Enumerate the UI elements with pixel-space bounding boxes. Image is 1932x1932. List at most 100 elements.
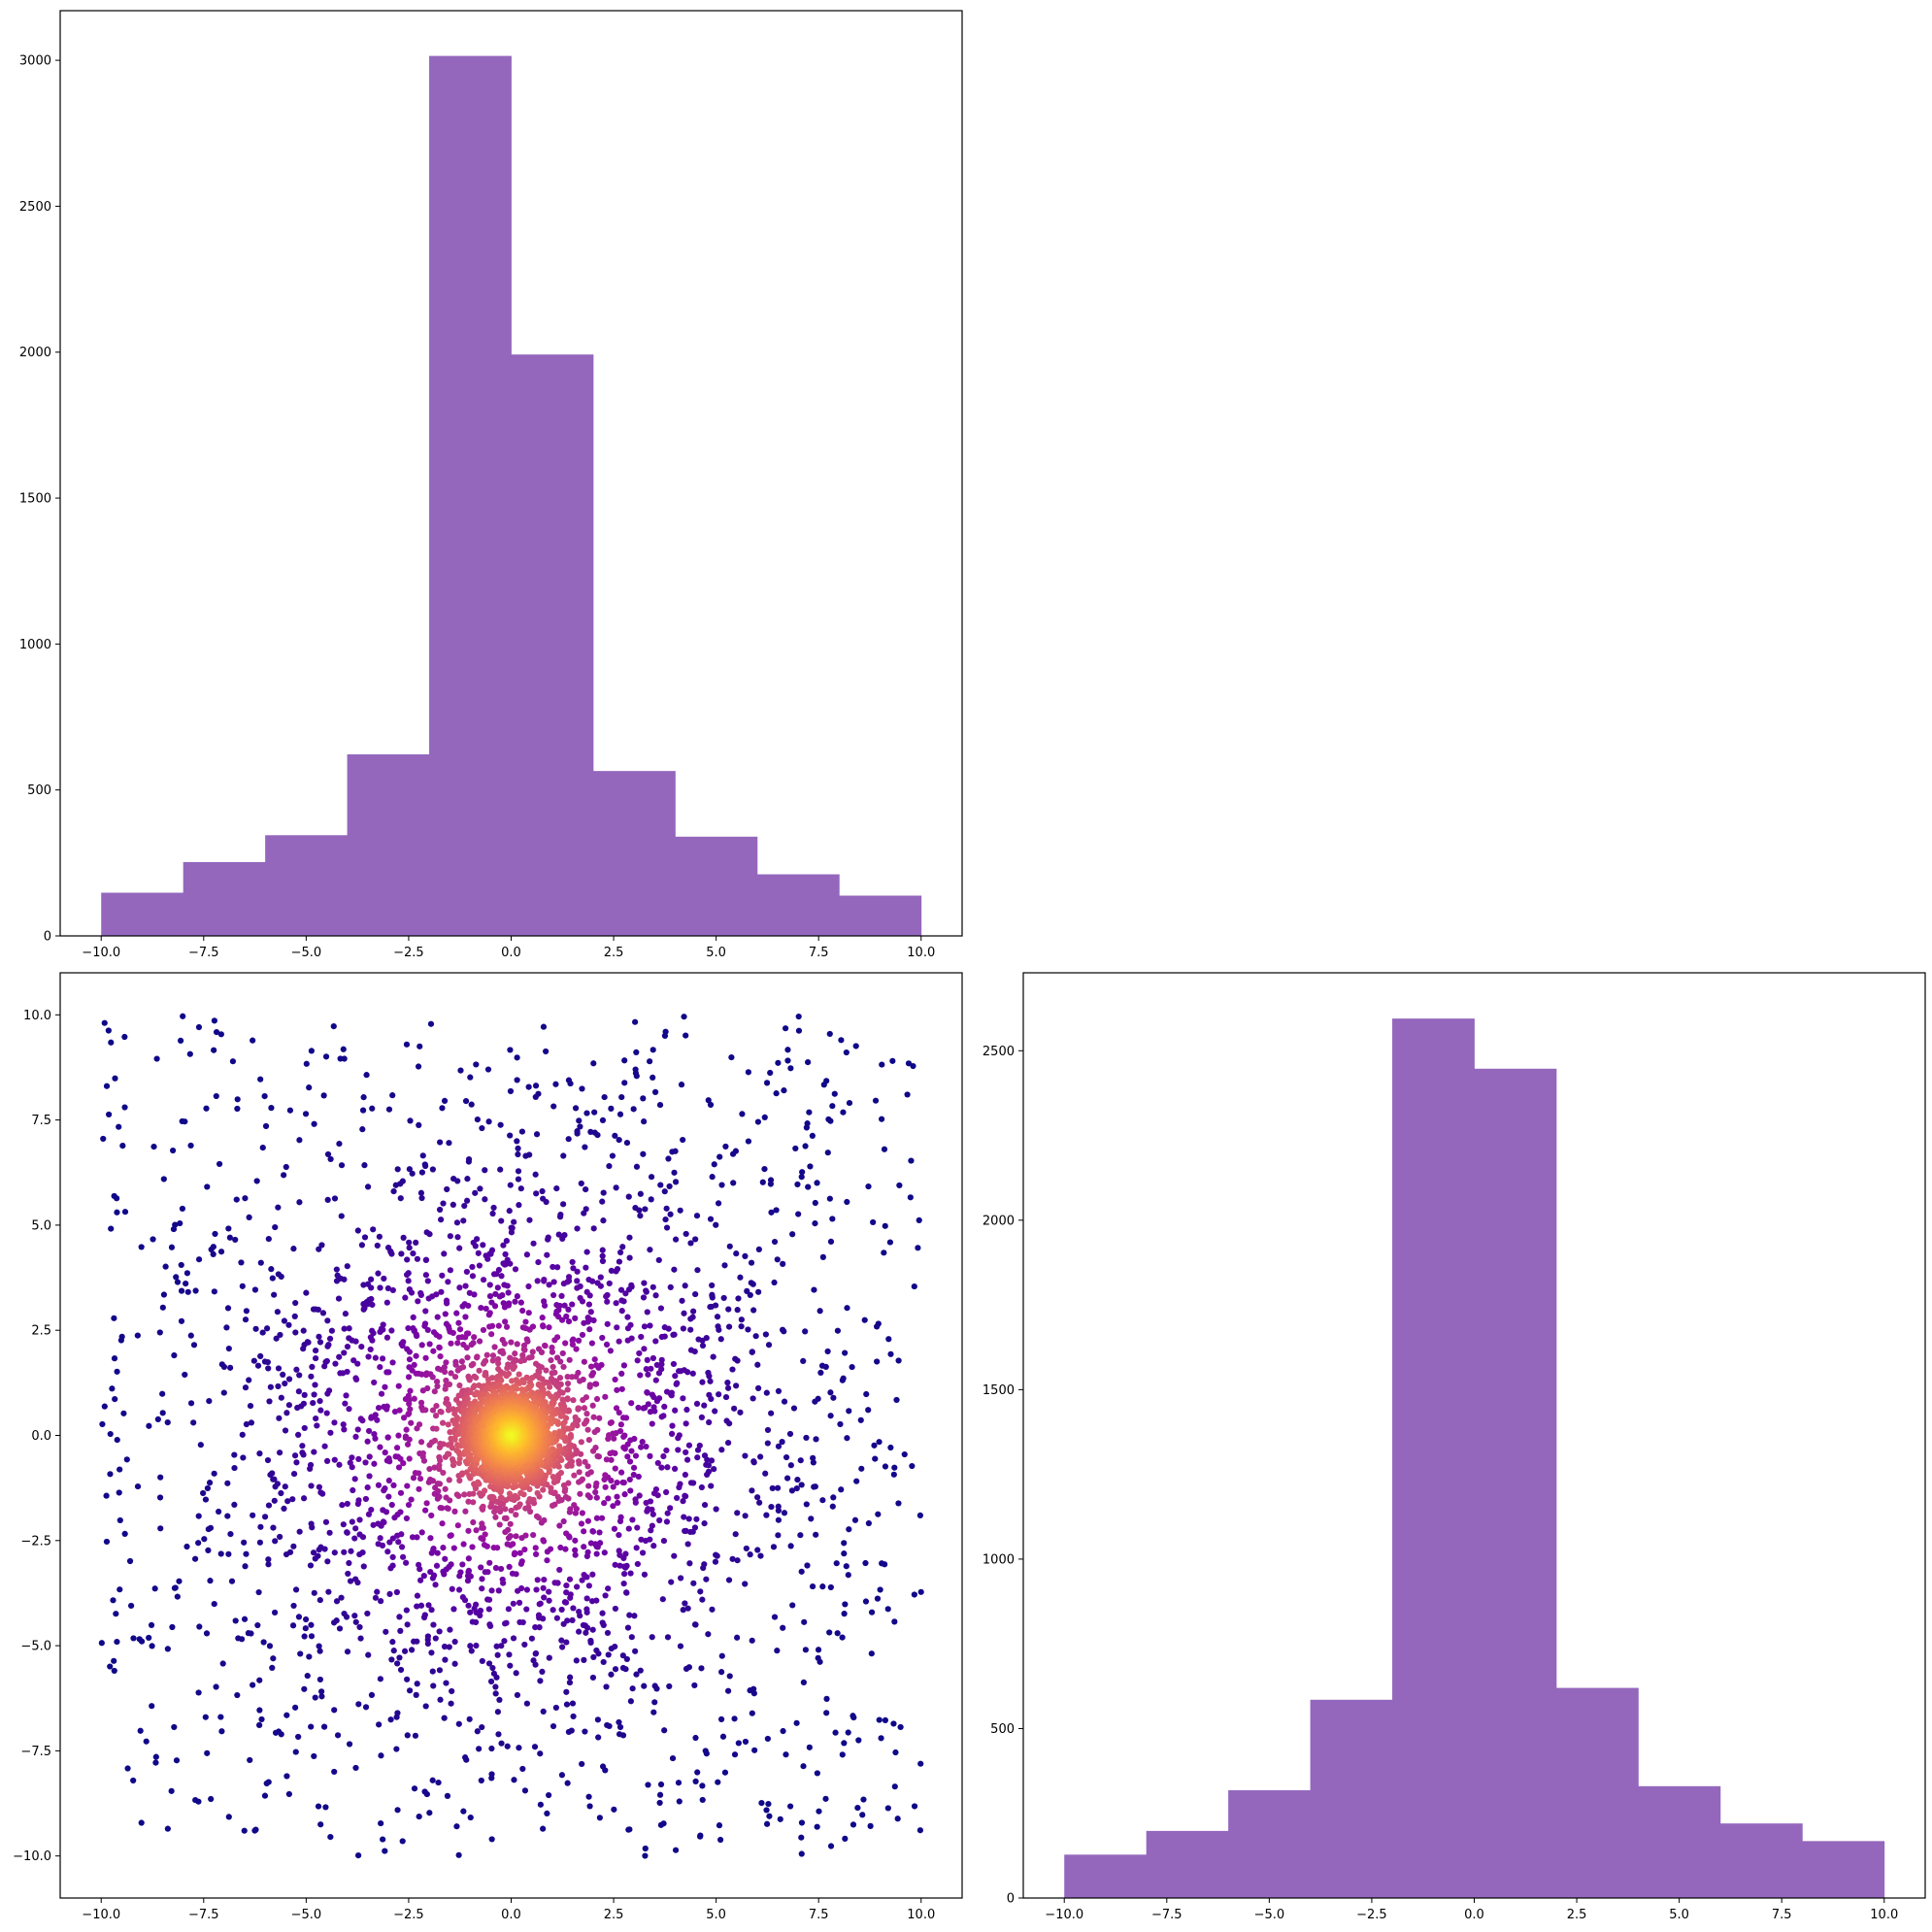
scatter-point xyxy=(225,1814,232,1820)
scatter-point xyxy=(721,1769,729,1776)
scatter-point xyxy=(277,1331,283,1339)
scatter-point xyxy=(436,1628,443,1635)
scatter-point xyxy=(577,1378,583,1384)
scatter-point xyxy=(436,1493,443,1500)
scatter-point xyxy=(187,1142,194,1149)
scatter-point xyxy=(584,1463,591,1470)
scatter-point xyxy=(697,1588,704,1595)
scatter-point xyxy=(107,1471,114,1478)
scatter-point xyxy=(630,1464,638,1471)
scatter-point xyxy=(720,1294,727,1302)
scatter-point xyxy=(504,1365,511,1372)
scatter-point xyxy=(443,1377,450,1384)
scatter-point xyxy=(239,1431,246,1438)
scatter-point xyxy=(112,1396,118,1403)
scatter-point xyxy=(270,1524,277,1531)
scatter-point xyxy=(683,1230,689,1238)
scatter-point xyxy=(496,1696,503,1703)
scatter-point xyxy=(541,1576,548,1583)
scatter-point xyxy=(514,1138,520,1145)
scatter-point xyxy=(407,1387,414,1394)
scatter-point xyxy=(577,1123,583,1130)
scatter-point xyxy=(283,1712,290,1718)
scatter-point xyxy=(250,1037,256,1044)
scatter-point xyxy=(590,1225,597,1232)
scatter-point xyxy=(816,1308,823,1315)
scatter-point xyxy=(571,1472,578,1479)
scatter-point xyxy=(551,1580,558,1586)
scatter-point xyxy=(510,1600,516,1607)
scatter-point xyxy=(300,1346,307,1352)
scatter-point xyxy=(624,1337,631,1344)
scatter-point xyxy=(476,1367,483,1374)
scatter-point xyxy=(884,1606,891,1613)
scatter-point xyxy=(405,1374,413,1381)
scatter-point xyxy=(434,1314,441,1320)
scatter-point xyxy=(663,1388,671,1395)
scatter-point xyxy=(417,1439,425,1446)
scatter-point xyxy=(211,1017,217,1024)
scatter-point xyxy=(254,1362,262,1369)
scatter-point xyxy=(416,1421,423,1428)
scatter-point xyxy=(911,1591,917,1598)
scatter-point xyxy=(267,1383,274,1390)
scatter-point xyxy=(725,1687,732,1694)
scatter-point xyxy=(271,1497,278,1504)
scatter-point xyxy=(284,1498,291,1505)
scatter-point xyxy=(324,1150,332,1158)
scatter-point xyxy=(712,1408,718,1415)
scatter-point xyxy=(515,1150,521,1158)
scatter-point xyxy=(368,1295,375,1303)
scatter-point xyxy=(485,1660,493,1667)
scatter-point xyxy=(380,1326,386,1333)
scatter-point xyxy=(599,1763,607,1770)
scatter-point xyxy=(323,1357,330,1365)
scatter-point xyxy=(618,1308,625,1315)
scatter-point xyxy=(644,1309,650,1316)
scatter-point xyxy=(661,1324,668,1331)
scatter-point xyxy=(456,1284,463,1291)
scatter-point xyxy=(301,1391,308,1398)
scatter-point xyxy=(103,1492,110,1499)
scatter-point xyxy=(471,1334,478,1341)
scatter-point xyxy=(187,1400,195,1407)
scatter-point xyxy=(562,1546,569,1552)
scatter-point xyxy=(480,1242,486,1249)
scatter-point xyxy=(647,1247,653,1253)
scatter-point xyxy=(336,1625,344,1632)
scatter-point xyxy=(751,1747,758,1753)
scatter-point xyxy=(202,1714,209,1720)
scatter-point xyxy=(376,1233,383,1240)
scatter-point xyxy=(292,1749,299,1755)
scatter-point xyxy=(681,1310,687,1316)
scatter-point xyxy=(178,1287,185,1294)
scatter-point xyxy=(701,1520,708,1527)
scatter-point xyxy=(369,1301,376,1309)
scatter-point xyxy=(614,1324,620,1331)
scatter-point xyxy=(238,1636,246,1643)
scatter-point xyxy=(174,1279,182,1285)
scatter-point xyxy=(849,1713,856,1719)
scatter-point xyxy=(512,1350,518,1357)
scatter-point xyxy=(825,1116,832,1123)
scatter-point xyxy=(556,1214,564,1220)
scatter-point xyxy=(891,1618,898,1625)
scatter-point xyxy=(670,1360,678,1368)
histogram-bar xyxy=(839,895,922,936)
scatter-point xyxy=(316,1643,322,1649)
scatter-point xyxy=(569,1341,577,1349)
scatter-point xyxy=(861,1316,868,1323)
scatter-point xyxy=(530,1240,537,1247)
scatter-point xyxy=(488,1745,495,1752)
scatter-point xyxy=(255,1588,262,1596)
scatter-point xyxy=(518,1128,526,1135)
scatter-point xyxy=(676,1368,683,1375)
scatter-point xyxy=(385,1455,392,1462)
scatter-point xyxy=(583,1629,589,1636)
scatter-point xyxy=(462,1334,469,1341)
scatter-point xyxy=(865,1183,872,1190)
scatter-point xyxy=(436,1481,444,1487)
scatter-point xyxy=(819,1253,826,1260)
scatter-point xyxy=(219,1660,226,1667)
scatter-point xyxy=(368,1284,375,1291)
